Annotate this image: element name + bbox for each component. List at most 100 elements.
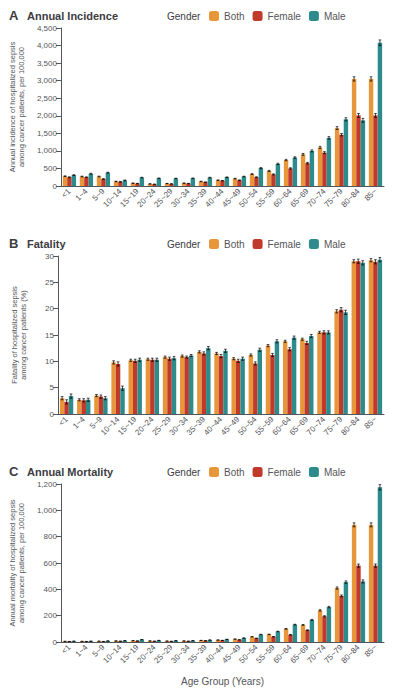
svg-text:45~49: 45~49 [220,186,243,209]
svg-text:3,000: 3,000 [37,76,58,85]
svg-text:among cancer patients, per 100: among cancer patients, per 100,000 [17,503,26,623]
svg-text:C: C [9,464,19,479]
svg-text:30: 30 [45,252,54,261]
svg-text:1~4: 1~4 [74,642,90,658]
svg-text:50~54: 50~54 [237,186,260,209]
svg-text:2,500: 2,500 [37,94,58,103]
svg-text:80~84: 80~84 [339,642,362,665]
svg-text:B: B [9,236,18,251]
svg-text:20~24: 20~24 [133,414,156,437]
svg-text:1,200: 1,200 [37,480,58,489]
svg-text:10~14: 10~14 [99,414,122,437]
svg-text:Both: Both [224,11,245,22]
svg-text:Female: Female [268,11,302,22]
svg-text:800: 800 [44,532,58,541]
svg-text:4,500: 4,500 [37,24,58,33]
svg-text:5: 5 [50,383,55,392]
svg-text:Annual incidence of hospitaliz: Annual incidence of hospitalized sepsis [8,42,17,173]
svg-text:20~24: 20~24 [135,642,158,665]
svg-text:55~59: 55~59 [253,414,276,437]
svg-text:500: 500 [44,164,58,173]
svg-text:4,000: 4,000 [37,41,58,50]
svg-text:80~84: 80~84 [339,186,362,209]
svg-text:45~49: 45~49 [220,642,243,665]
svg-text:1~4: 1~4 [71,414,87,430]
svg-text:Annual Incidence: Annual Incidence [27,10,118,22]
svg-text:1,500: 1,500 [37,129,58,138]
svg-text:<1: <1 [60,642,73,655]
svg-text:45~49: 45~49 [219,414,242,437]
svg-text:15~19: 15~19 [118,642,141,665]
svg-text:1,000: 1,000 [37,146,58,155]
svg-text:65~69: 65~69 [288,186,311,209]
svg-text:Both: Both [224,239,245,250]
svg-text:60~64: 60~64 [270,414,293,437]
svg-text:55~59: 55~59 [254,186,277,209]
svg-text:A: A [9,8,19,23]
svg-text:25~29: 25~29 [150,414,173,437]
svg-text:85~: 85~ [363,415,379,431]
svg-text:20: 20 [45,304,54,313]
svg-text:0: 0 [52,638,57,647]
svg-text:10: 10 [45,357,54,366]
svg-text:10~14: 10~14 [101,186,124,209]
svg-text:55~59: 55~59 [254,642,277,665]
svg-text:70~74: 70~74 [304,414,328,437]
svg-text:2,000: 2,000 [37,111,58,120]
svg-text:Age Group (Years): Age Group (Years) [181,676,264,687]
svg-text:<1: <1 [60,186,73,199]
svg-text:30~34: 30~34 [169,186,192,209]
svg-text:75~79: 75~79 [322,414,345,437]
svg-text:1,000: 1,000 [37,506,58,515]
svg-text:20~24: 20~24 [135,186,158,209]
svg-text:Fatality of hospitalized sepsi: Fatality of hospitalized sepsis [10,286,19,384]
svg-text:15~19: 15~19 [116,414,139,437]
svg-text:40~44: 40~44 [202,414,225,437]
svg-text:400: 400 [44,585,58,594]
svg-text:40~44: 40~44 [203,642,226,665]
svg-text:85~: 85~ [363,187,379,203]
svg-text:40~44: 40~44 [203,186,226,209]
svg-text:50~54: 50~54 [237,642,260,665]
svg-text:Annual mortality of hospitaliz: Annual mortality of hospitalized sepsis [8,499,17,626]
svg-text:75~79: 75~79 [322,186,345,209]
svg-text:35~39: 35~39 [186,186,209,209]
svg-text:among cancer patients (%): among cancer patients (%) [19,290,28,380]
svg-text:0: 0 [52,182,57,191]
svg-text:15: 15 [45,331,54,340]
svg-text:Male: Male [324,467,346,478]
svg-text:30~34: 30~34 [169,642,192,665]
svg-text:Male: Male [324,11,346,22]
svg-text:0: 0 [50,410,55,419]
svg-text:50~54: 50~54 [236,414,259,437]
svg-text:25: 25 [45,278,54,287]
svg-text:200: 200 [44,611,58,620]
svg-text:3,500: 3,500 [37,59,58,68]
svg-text:30~34: 30~34 [167,414,190,437]
svg-text:70~74: 70~74 [305,186,328,209]
svg-text:Fatality: Fatality [27,238,66,250]
svg-text:Gender: Gender [167,467,201,478]
svg-text:Both: Both [224,467,245,478]
svg-text:35~39: 35~39 [186,642,209,665]
svg-text:35~39: 35~39 [184,414,207,437]
svg-text:15~19: 15~19 [118,186,141,209]
svg-text:1~4: 1~4 [74,186,90,202]
svg-text:<1: <1 [57,414,70,427]
svg-text:Female: Female [268,239,302,250]
svg-text:60~64: 60~64 [271,642,294,665]
svg-text:80~84: 80~84 [339,414,362,437]
svg-text:among cancer patients, per 100: among cancer patients, per 100,000 [17,47,26,167]
svg-text:25~29: 25~29 [152,642,175,665]
svg-text:Gender: Gender [167,239,201,250]
svg-text:60~64: 60~64 [271,186,294,209]
svg-text:Male: Male [324,239,346,250]
svg-text:600: 600 [44,559,58,568]
svg-text:65~69: 65~69 [287,414,310,437]
svg-text:10~14: 10~14 [101,642,124,665]
svg-text:85~: 85~ [363,643,379,659]
svg-text:25~29: 25~29 [152,186,175,209]
svg-text:Gender: Gender [167,11,201,22]
svg-text:Female: Female [268,467,302,478]
svg-text:Annual Mortality: Annual Mortality [27,466,114,478]
